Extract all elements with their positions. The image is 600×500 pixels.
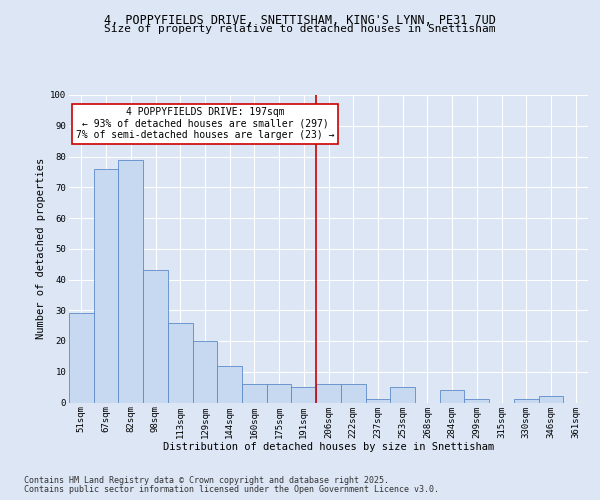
- Bar: [390, 387, 415, 402]
- Bar: [365, 400, 390, 402]
- Bar: [242, 384, 267, 402]
- Bar: [316, 384, 341, 402]
- X-axis label: Distribution of detached houses by size in Snettisham: Distribution of detached houses by size …: [163, 442, 494, 452]
- Bar: [464, 400, 489, 402]
- Bar: [514, 400, 539, 402]
- Bar: [217, 366, 242, 403]
- Bar: [292, 387, 316, 402]
- Bar: [267, 384, 292, 402]
- Text: Contains public sector information licensed under the Open Government Licence v3: Contains public sector information licen…: [24, 485, 439, 494]
- Bar: [193, 341, 217, 402]
- Text: 4, POPPYFIELDS DRIVE, SNETTISHAM, KING'S LYNN, PE31 7UD: 4, POPPYFIELDS DRIVE, SNETTISHAM, KING'S…: [104, 14, 496, 27]
- Bar: [94, 169, 118, 402]
- Bar: [168, 322, 193, 402]
- Bar: [143, 270, 168, 402]
- Bar: [440, 390, 464, 402]
- Text: Size of property relative to detached houses in Snettisham: Size of property relative to detached ho…: [104, 24, 496, 34]
- Text: Contains HM Land Registry data © Crown copyright and database right 2025.: Contains HM Land Registry data © Crown c…: [24, 476, 389, 485]
- Bar: [341, 384, 365, 402]
- Text: 4 POPPYFIELDS DRIVE: 197sqm
← 93% of detached houses are smaller (297)
7% of sem: 4 POPPYFIELDS DRIVE: 197sqm ← 93% of det…: [76, 108, 334, 140]
- Bar: [539, 396, 563, 402]
- Bar: [118, 160, 143, 402]
- Y-axis label: Number of detached properties: Number of detached properties: [36, 158, 46, 340]
- Bar: [69, 314, 94, 402]
